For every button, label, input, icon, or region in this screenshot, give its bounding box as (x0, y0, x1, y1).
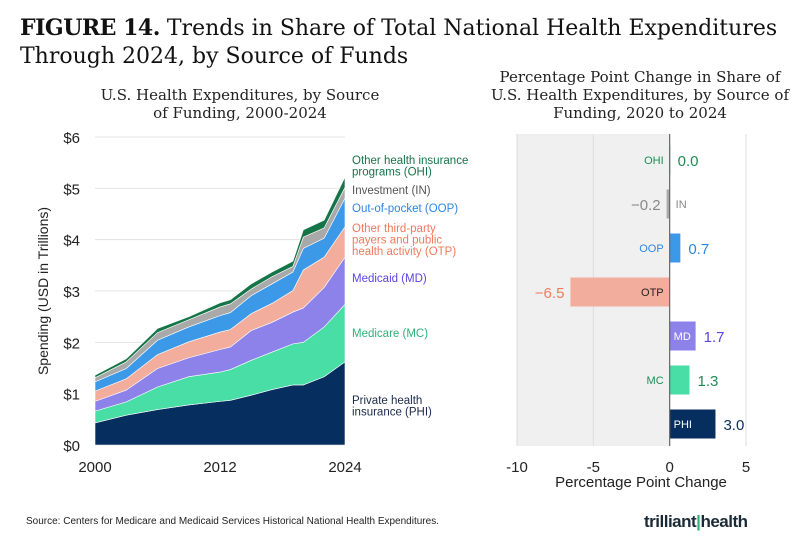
y-tick-label: $5 (63, 181, 80, 198)
category-label: MD (674, 331, 691, 343)
x-tick-label: -10 (506, 459, 528, 476)
category-label: IN (676, 199, 687, 211)
y-tick-label: $2 (63, 335, 80, 352)
source-note: Source: Centers for Medicare and Medicai… (26, 516, 439, 527)
y-tick-label: $0 (63, 438, 80, 455)
series-label: Out-of-pocket (OOP) (352, 203, 458, 215)
category-label: OOP (639, 243, 663, 255)
value-label: 1.3 (698, 373, 719, 390)
value-label: −0.2 (631, 197, 661, 214)
x-tick-label: 0 (665, 459, 673, 476)
figure-label: FIGURE 14. (20, 15, 160, 41)
x-tick-label: 2024 (328, 459, 361, 476)
category-label: OHI (644, 155, 664, 167)
series-label: Investment (IN) (352, 185, 431, 197)
bar-mc (669, 365, 690, 395)
value-label: 0.0 (678, 153, 699, 170)
bar-in (666, 189, 670, 219)
x-tick-label: 2012 (203, 459, 236, 476)
y-tick-label: $4 (63, 233, 80, 250)
y-axis-label: Spending (USD in Trillions) (35, 207, 51, 375)
x-axis-label: Percentage Point Change (555, 474, 727, 491)
series-label: Private health insurance (PHI) (352, 395, 432, 419)
category-label: OTP (641, 287, 664, 299)
x-tick-label: 5 (742, 459, 750, 476)
y-tick-label: $6 (63, 130, 80, 147)
bar-phi (669, 409, 716, 439)
bar-oop (669, 233, 681, 263)
x-tick-label: 2000 (78, 459, 111, 476)
area-ohi (94, 176, 346, 379)
value-label: 0.7 (688, 241, 709, 258)
right-chart-title: Percentage Point Change in Share of U.S.… (491, 68, 789, 122)
y-tick-label: $3 (63, 284, 80, 301)
y-tick-label: $1 (63, 387, 80, 404)
series-label: Medicare (MC) (352, 328, 428, 340)
series-label: Medicaid (MD) (352, 273, 427, 285)
value-label: −6.5 (535, 285, 565, 302)
category-label: MC (647, 375, 664, 387)
bar-otp (570, 277, 670, 307)
series-label: Other health insurance programs (OHI) (352, 155, 468, 179)
trilliant-health-logo: trilliant|health (644, 512, 748, 531)
bar-md (669, 321, 696, 351)
category-label: PHI (674, 419, 692, 431)
figure-title-text: Trends in Share of Total National Health… (20, 16, 778, 69)
series-label: Other third-party payers and public health… (352, 223, 456, 258)
x-tick-label: -5 (587, 459, 600, 476)
left-chart-title: U.S. Health Expenditures, by Source of F… (100, 86, 380, 122)
figure-title: FIGURE 14. Trends in Share of Total Nati… (20, 14, 780, 71)
value-label: 1.7 (704, 329, 725, 346)
value-label: 3.0 (723, 417, 744, 434)
